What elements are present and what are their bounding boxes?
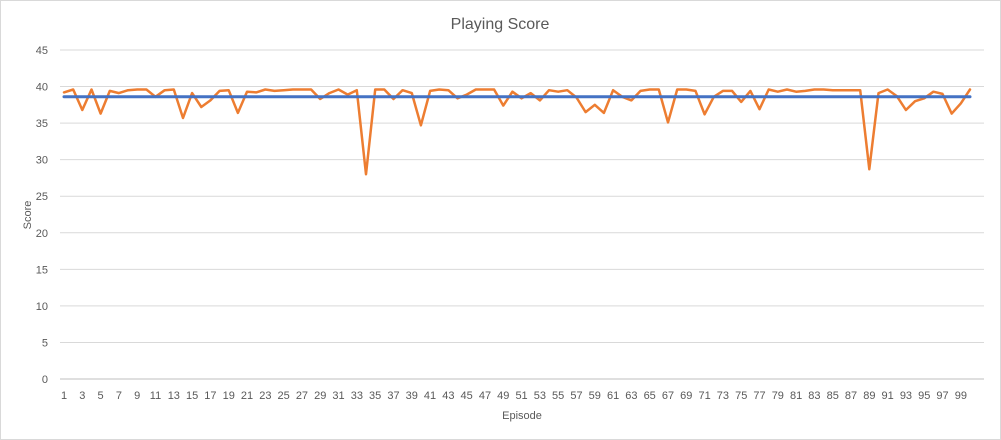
series-group (62, 88, 972, 176)
x-tick-label: 71 (698, 390, 710, 402)
x-tick-label: 3 (79, 390, 85, 402)
x-tick-label: 9 (134, 390, 140, 402)
y-tick-label: 20 (36, 228, 48, 240)
score-series-line (62, 88, 972, 176)
x-tick-label: 39 (406, 390, 418, 402)
x-tick-label: 11 (150, 390, 161, 402)
x-tick-label: 41 (424, 390, 436, 402)
chart-title: Playing Score (451, 16, 550, 33)
x-tick-label: 73 (717, 390, 729, 402)
x-tick-label: 1 (61, 390, 67, 402)
y-axis-title: Score (22, 201, 34, 230)
x-tick-label: 49 (497, 390, 509, 402)
x-tick-label: 93 (900, 390, 912, 402)
y-tick-label: 35 (36, 118, 48, 130)
x-axis-tick-labels: 1 3 5 7 9 11 13 15 17 19 21 23 25 27 29 31 33 35 37 39 41 43 4… (61, 390, 967, 402)
y-tick-label: 5 (42, 337, 48, 349)
x-tick-label: 17 (204, 390, 216, 402)
y-tick-label: 40 (36, 82, 48, 94)
x-tick-label: 33 (351, 390, 363, 402)
x-axis-title: Episode (502, 410, 542, 422)
x-tick-label: 45 (461, 390, 473, 402)
y-axis-tick-labels: 0 5 10 15 20 25 30 35 40 45 (36, 45, 48, 386)
gridlines (60, 49, 984, 380)
x-tick-label: 55 (552, 390, 564, 402)
x-tick-label: 57 (570, 390, 582, 402)
x-tick-label: 91 (882, 390, 894, 402)
x-tick-label: 13 (168, 390, 180, 402)
x-tick-label: 77 (753, 390, 765, 402)
x-tick-label: 29 (314, 390, 326, 402)
x-tick-label: 15 (186, 390, 198, 402)
x-tick-label: 79 (772, 390, 784, 402)
x-tick-label: 27 (296, 390, 308, 402)
x-tick-label: 83 (808, 390, 820, 402)
x-tick-label: 53 (534, 390, 546, 402)
x-tick-label: 25 (278, 390, 290, 402)
y-tick-label: 10 (36, 301, 48, 313)
x-tick-label: 23 (259, 390, 271, 402)
y-tick-label: 30 (36, 155, 48, 167)
y-tick-label: 0 (42, 374, 48, 386)
x-tick-label: 21 (241, 390, 253, 402)
x-tick-label: 65 (644, 390, 656, 402)
x-tick-label: 81 (790, 390, 802, 402)
x-tick-label: 5 (98, 390, 104, 402)
x-tick-label: 51 (515, 390, 527, 402)
y-tick-label: 45 (36, 45, 48, 57)
x-tick-label: 85 (827, 390, 839, 402)
x-tick-label: 69 (680, 390, 692, 402)
x-tick-label: 43 (442, 390, 454, 402)
x-tick-label: 75 (735, 390, 747, 402)
x-tick-label: 19 (223, 390, 235, 402)
x-tick-label: 87 (845, 390, 857, 402)
x-tick-label: 89 (863, 390, 875, 402)
x-tick-label: 99 (955, 390, 967, 402)
x-tick-label: 47 (479, 390, 491, 402)
x-tick-label: 97 (936, 390, 948, 402)
x-tick-label: 37 (387, 390, 399, 402)
x-tick-label: 35 (369, 390, 381, 402)
x-tick-label: 63 (625, 390, 637, 402)
x-tick-label: 95 (918, 390, 930, 402)
x-tick-label: 59 (589, 390, 601, 402)
x-tick-label: 61 (607, 390, 619, 402)
x-tick-label: 31 (332, 390, 344, 402)
x-tick-label: 67 (662, 390, 674, 402)
y-tick-label: 15 (36, 264, 48, 276)
x-tick-label: 7 (116, 390, 122, 402)
y-tick-label: 25 (36, 191, 48, 203)
